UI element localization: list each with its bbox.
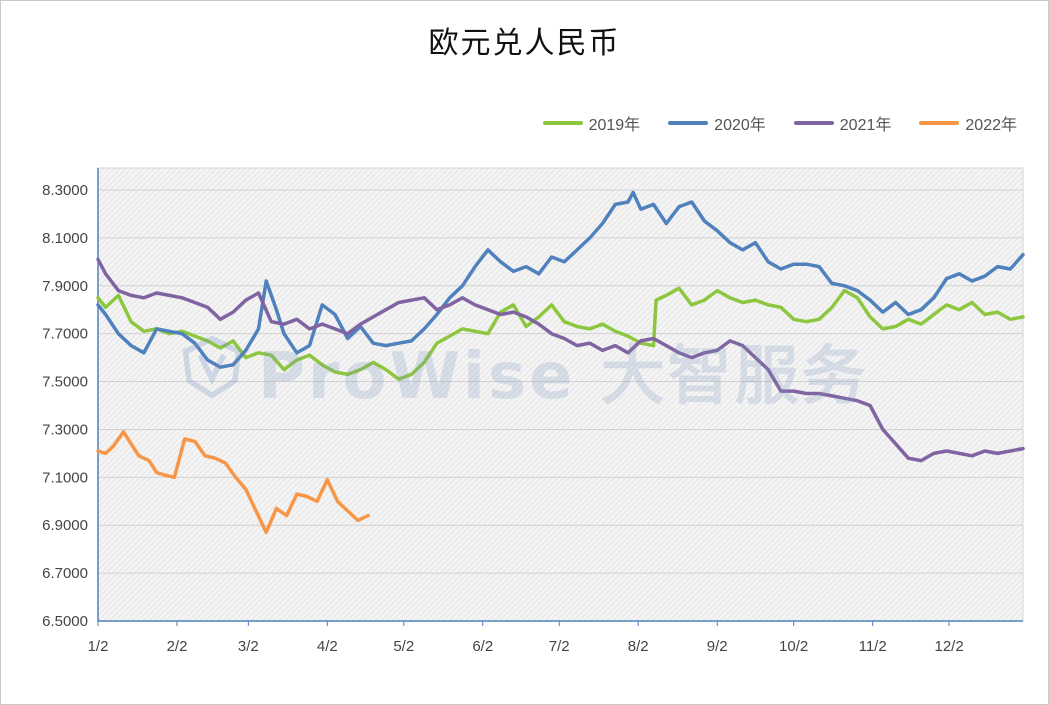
watermark-logo-icon [182,335,242,399]
x-tick-label: 3/2 [238,638,259,655]
legend-item: 2019年 [542,111,641,135]
legend-label: 2020年 [714,117,766,134]
chart-title: 欧元兑人民币 [428,26,621,61]
series-layer [96,190,1025,535]
x-tick-label: 9/2 [707,638,728,655]
x-tick-label: 2/2 [167,638,188,655]
legend-item: 2020年 [668,111,766,135]
y-tick-label: 6.7000 [42,565,88,582]
legend-swatch [542,121,583,125]
x-tick-label: 10/2 [779,638,808,655]
y-tick-label: 7.3000 [42,421,88,438]
legend-item: 2021年 [793,111,892,135]
x-tick-label: 4/2 [317,638,338,655]
y-tick-label: 6.9000 [42,517,88,534]
x-tick-label: 1/2 [88,638,109,655]
legend-item: 2022年 [919,111,1017,135]
x-tick-label: 11/2 [859,638,887,655]
legend-label: 2022年 [965,117,1017,134]
axes: 8.3000 8.1000 7.9000 7.7000 7.5000 7.3000 7.10… [42,168,1023,655]
legend-label: 2019年 [588,117,641,134]
series-line-2 [96,190,1025,369]
x-tick-label: 12/2 [935,638,964,655]
series-line-3 [96,257,1025,463]
x-tick-label: 7/2 [549,638,570,655]
legend-swatch [668,121,709,125]
series-line-1 [96,286,1025,381]
legend-swatch [793,121,834,125]
series-line-4 [96,430,370,535]
y-tick-label: 6.5000 [42,613,88,630]
legend-label: 2021年 [839,117,892,134]
plot-area [97,167,1024,622]
legend-swatch [919,121,960,125]
y-tick-label: 7.7000 [42,326,88,343]
y-tick-label: 7.5000 [42,374,88,391]
legend: 2019年 2020年 2021年 2022年 [542,111,1017,135]
y-tick-label: 7.1000 [42,469,88,486]
x-tick-label: 5/2 [393,638,414,655]
x-tick-label: 8/2 [628,638,649,655]
y-tick-label: 8.3000 [42,182,88,199]
x-tick-label: 6/2 [472,638,493,655]
watermark: ProWise 大智服务 [180,325,869,417]
y-tick-label: 8.1000 [42,230,88,247]
y-tick-label: 7.9000 [42,278,88,295]
